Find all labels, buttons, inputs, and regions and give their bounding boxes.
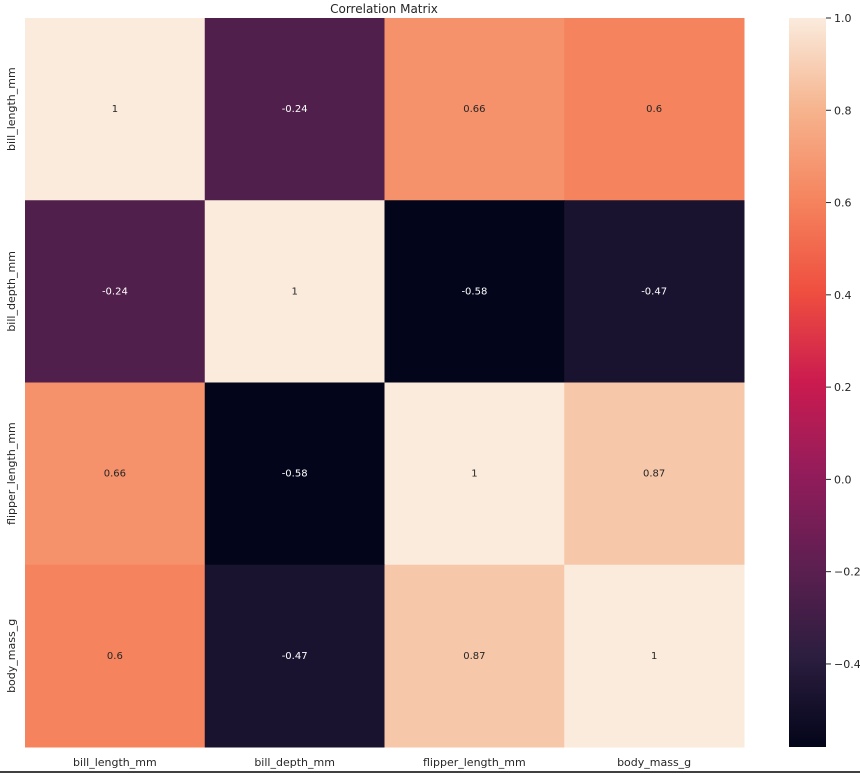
heatmap-cell bbox=[25, 200, 206, 383]
heatmap-cell bbox=[204, 18, 385, 201]
cell-value-label: -0.58 bbox=[282, 469, 308, 480]
y-tick-label: bill_length_mm bbox=[5, 67, 18, 151]
chart-title: Correlation Matrix bbox=[330, 2, 438, 16]
colorbar bbox=[789, 18, 826, 747]
colorbar-tick-label: 0.0 bbox=[834, 473, 852, 486]
heatmap-cell bbox=[384, 200, 565, 383]
heatmap-cell bbox=[25, 382, 206, 566]
y-axis-tick-labels: bill_length_mm bill_depth_mm flipper_lengt… bbox=[5, 67, 18, 693]
cell-value-label: 0.6 bbox=[107, 651, 123, 662]
heatmap-cell bbox=[564, 200, 745, 383]
heatmap-cell bbox=[384, 382, 565, 566]
x-tick-label: bill_depth_mm bbox=[254, 756, 335, 769]
colorbar-tick-label: 0.6 bbox=[834, 197, 852, 210]
colorbar-tick-label: −0.4 bbox=[834, 658, 860, 671]
colorbar-tick-label: 0.4 bbox=[834, 289, 852, 302]
x-tick-label: flipper_length_mm bbox=[423, 756, 526, 769]
cell-value-label: -0.58 bbox=[461, 286, 487, 297]
cell-value-label: 0.87 bbox=[463, 651, 485, 662]
y-tick-label: bill_depth_mm bbox=[5, 251, 18, 332]
heatmap-cell bbox=[204, 382, 385, 566]
colorbar-tick-label: −0.2 bbox=[834, 566, 860, 579]
y-tick-label: body_mass_g bbox=[5, 619, 18, 693]
x-axis-tick-labels: bill_length_mm bill_depth_mm flipper_lengt… bbox=[73, 756, 691, 769]
cell-value-label: -0.47 bbox=[641, 286, 667, 297]
cell-value-label: 0.66 bbox=[104, 469, 126, 480]
colorbar-ticks: 1.0 0.8 0.6 0.4 0.2 0.0 −0.2 −0.4 bbox=[826, 12, 860, 671]
colorbar-tick-label: 0.2 bbox=[834, 381, 852, 394]
cell-value-label: 1 bbox=[651, 651, 657, 662]
x-tick-label: body_mass_g bbox=[617, 756, 691, 769]
cell-value-label: -0.24 bbox=[102, 286, 128, 297]
cell-value-label: 0.87 bbox=[643, 469, 665, 480]
cell-value-label: 0.66 bbox=[463, 104, 485, 115]
colorbar-tick-label: 1.0 bbox=[834, 12, 852, 25]
heatmap-cell bbox=[204, 564, 385, 748]
heatmap-cell bbox=[25, 18, 206, 201]
cell-value-label: -0.47 bbox=[282, 651, 308, 662]
cell-value-label: 1 bbox=[471, 469, 477, 480]
heatmap-cells: 1 -0.24 0.66 0.6 -0.24 1 -0.58 -0.47 0.66 -0.58 1 0… bbox=[25, 18, 745, 748]
heatmap-cell bbox=[564, 18, 745, 201]
cell-value-label: 1 bbox=[112, 104, 118, 115]
cell-value-label: 1 bbox=[291, 286, 297, 297]
heatmap-cell bbox=[564, 382, 745, 566]
heatmap-cell bbox=[204, 200, 385, 383]
heatmap-cell bbox=[564, 564, 745, 748]
colorbar-tick-label: 0.8 bbox=[834, 104, 852, 117]
cell-value-label: -0.24 bbox=[282, 104, 308, 115]
heatmap-cell bbox=[384, 564, 565, 748]
cell-value-label: 0.6 bbox=[646, 104, 662, 115]
heatmap-cell bbox=[384, 18, 565, 201]
y-tick-label: flipper_length_mm bbox=[5, 422, 18, 525]
x-tick-label: bill_length_mm bbox=[73, 756, 157, 769]
heatmap-cell bbox=[25, 564, 206, 748]
